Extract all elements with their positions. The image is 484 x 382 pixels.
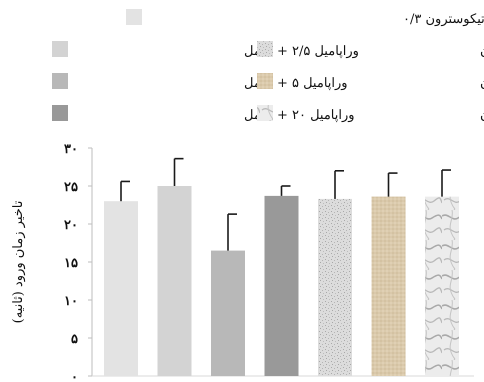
legend-label: گروه سالین + کورتیکوسترون ۰/۳ (403, 11, 484, 27)
bar (425, 196, 459, 376)
bars (104, 157, 459, 376)
legend-label: وراپامیل ۲/۵ + کورتیکوسترون (480, 44, 484, 59)
legend-swatch (257, 41, 273, 57)
y-tick-label: ۱۵ (64, 256, 78, 271)
legend: گروه سالین + کورتیکوسترون ۰/۳ وراپامیل ۲/… (52, 9, 484, 123)
y-tick-label: ۰ (71, 370, 78, 382)
legend-swatch (257, 73, 273, 89)
bar (104, 201, 138, 376)
legend-swatch (52, 41, 68, 57)
legend-swatch (257, 105, 273, 121)
bar (264, 195, 299, 376)
y-tick-label: ۵ (71, 332, 78, 347)
y-tick-label: ۱۰ (64, 294, 78, 309)
y-tick-label: ۲۵ (64, 180, 78, 195)
legend-swatch (52, 105, 68, 121)
bar (211, 250, 245, 376)
y-axis: ۰ ۵ ۱۰ ۱۵ ۲۰ ۲۵ ۳۰ (64, 142, 474, 382)
bar (157, 186, 192, 376)
y-axis-title: تاخیر زمان ورود (ثانیه) (11, 200, 26, 323)
legend-swatch (52, 73, 68, 89)
y-tick-label: ۲۰ (64, 218, 78, 233)
y-tick-label: ۳۰ (64, 142, 78, 157)
legend-label: وراپامیل ۵ + کورتیکوسترون (480, 76, 484, 91)
bar (371, 196, 406, 376)
bar (318, 198, 352, 376)
legend-swatch (126, 9, 142, 25)
legend-label: وراپامیل ۲۰ + کورتیکوسترون (480, 108, 484, 123)
